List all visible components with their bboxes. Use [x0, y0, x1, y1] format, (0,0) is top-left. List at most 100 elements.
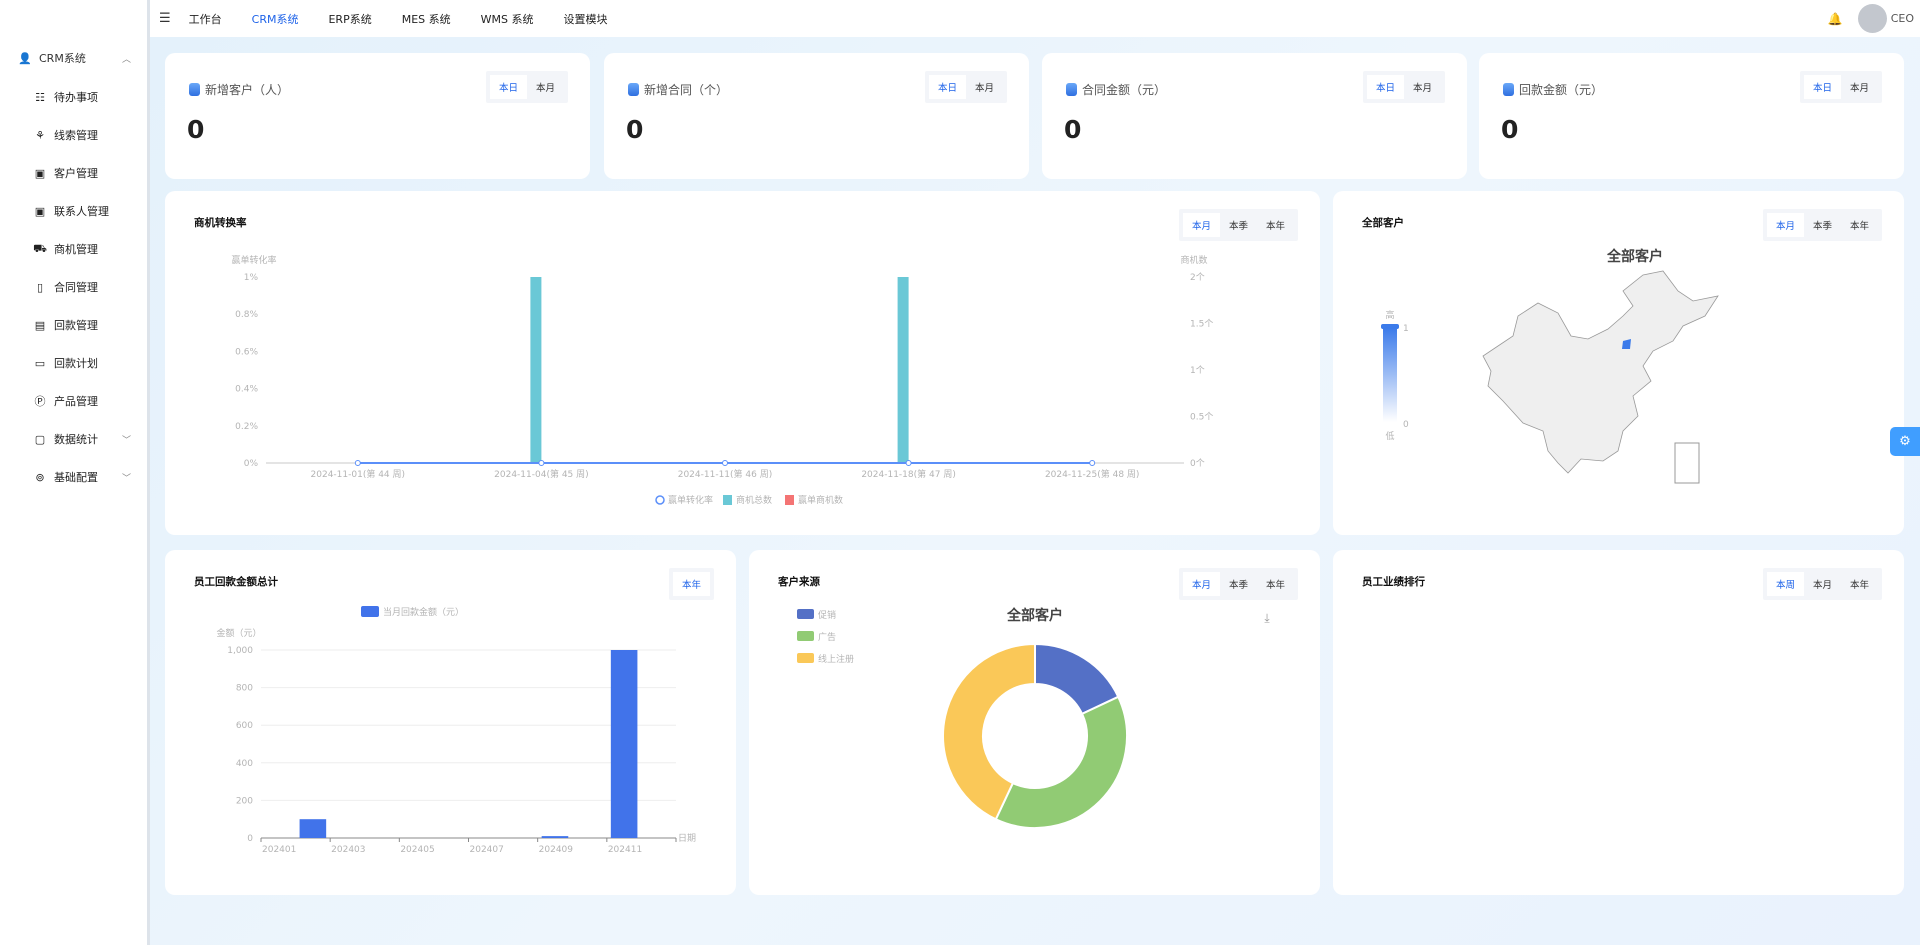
user-icon: 👤	[18, 51, 32, 65]
bell-icon[interactable]: 🔔	[1827, 11, 1843, 26]
period-tab[interactable]: 本日	[1803, 75, 1841, 99]
nav-tab[interactable]: MES 系统	[401, 12, 451, 26]
line-point[interactable]	[905, 460, 912, 466]
period-tab[interactable]: 本年	[1849, 580, 1869, 591]
axis-label: 800	[236, 684, 253, 694]
period-tab[interactable]: 本月	[1766, 213, 1804, 237]
bar-payment[interactable]	[610, 650, 638, 838]
nav-tab[interactable]: 设置模块	[563, 12, 608, 26]
line-point[interactable]	[354, 460, 361, 466]
download-icon[interactable]: ⤓	[1264, 611, 1270, 625]
period-tab[interactable]: 本季	[1812, 221, 1832, 232]
pie-slice[interactable]	[942, 642, 1036, 821]
axis-label: 2024-11-11(第 46 周)	[678, 468, 773, 480]
axis-label: 商机数	[1180, 254, 1207, 266]
axis-label: 日期	[678, 833, 696, 844]
period-tab[interactable]: 本月	[1812, 580, 1832, 591]
chart: 当月回款金额（元） 金额（元） 0 200 400 600 800 1,000 202401 20…	[216, 606, 696, 855]
pie-slice[interactable]	[994, 695, 1128, 829]
line-point[interactable]	[538, 460, 545, 466]
stat-card: 合同金额（元） 0 本日 本月	[1042, 53, 1467, 179]
line-point[interactable]	[722, 460, 728, 466]
x-tick-label: 202405	[400, 845, 434, 855]
period-tab[interactable]: 本月	[1182, 213, 1220, 237]
axis-label: 0.5个	[1190, 412, 1213, 423]
clue-icon: ⚘	[35, 128, 45, 142]
bar-opportunity-total[interactable]	[897, 277, 909, 463]
axis-label: 0个	[1190, 458, 1205, 469]
stat-icon	[189, 83, 200, 96]
sidebar-group-crm[interactable]: 👤 CRM系统 ︿	[0, 38, 147, 78]
period-tab[interactable]: 本季	[1228, 580, 1248, 591]
axis-label: 低	[1385, 430, 1394, 442]
x-tick-label: 202403	[331, 845, 365, 855]
period-tab[interactable]: 本月	[535, 83, 555, 94]
sidebar-item[interactable]: ⊚ 基础配置 ﹀	[0, 458, 147, 496]
axis-label: 赢单转化率	[231, 254, 276, 266]
period-tab[interactable]: 本月	[1849, 83, 1869, 94]
sidebar-item[interactable]: ▣ 联系人管理	[0, 192, 147, 230]
legend-label[interactable]: 赢单转化率	[668, 494, 713, 506]
visual-map-handle[interactable]	[1381, 324, 1399, 329]
user-name[interactable]: CEO	[1890, 12, 1914, 25]
legend-label[interactable]: 赢单商机数	[798, 494, 843, 506]
x-tick-label: 202407	[470, 845, 504, 855]
sidebar-item-label: 回款计划	[54, 357, 98, 370]
sidebar-item[interactable]: Ⓟ 产品管理	[0, 382, 147, 420]
sidebar-item[interactable]: ▤ 回款管理	[0, 306, 147, 344]
panel-title: 商机转换率	[194, 217, 247, 229]
menu-toggle-icon[interactable]: ☰	[159, 11, 171, 26]
china-map[interactable]	[1482, 270, 1719, 474]
x-tick-label: 202409	[539, 845, 574, 855]
line-point[interactable]	[1089, 460, 1096, 466]
sidebar-item[interactable]: ⛟ 商机管理	[0, 230, 147, 268]
period-tab[interactable]: 本月	[1412, 83, 1432, 94]
period-tab[interactable]: 本年	[1265, 221, 1285, 232]
sidebar-item[interactable]: ▢ 数据统计 ﹀	[0, 420, 147, 458]
period-tab[interactable]: 本日	[489, 75, 527, 99]
gear-icon: ⚙	[1899, 434, 1911, 449]
settings-gear-button[interactable]: ⚙	[1890, 427, 1920, 456]
legend-label[interactable]: 商机总数	[736, 494, 772, 506]
panel-title: 全部客户	[1362, 217, 1404, 229]
period-tab[interactable]: 本年	[672, 572, 710, 596]
legend-label[interactable]: 广告	[818, 631, 836, 643]
bar-payment[interactable]	[299, 819, 327, 838]
nav-tab[interactable]: 工作台	[188, 12, 222, 26]
visual-map-bar[interactable]	[1383, 328, 1397, 422]
bar-opportunity-total[interactable]	[530, 277, 542, 463]
sidebar-item-label: 商机管理	[54, 243, 98, 256]
period-tab[interactable]: 本年	[1849, 221, 1869, 232]
period-tab[interactable]: 本季	[1228, 221, 1248, 232]
legend-label[interactable]: 线上注册	[818, 653, 854, 665]
period-tab[interactable]: 本年	[1265, 580, 1285, 591]
nav-tab[interactable]: WMS 系统	[480, 12, 534, 26]
legend-marker	[785, 495, 794, 505]
period-tab[interactable]: 本日	[1366, 75, 1404, 99]
legend-label[interactable]: 当月回款金额（元）	[383, 606, 464, 618]
nav-tab[interactable]: ERP系统	[328, 12, 372, 26]
sidebar-item[interactable]: ▯ 合同管理	[0, 268, 147, 306]
axis-label: 0.8%	[235, 310, 258, 320]
conversion-panel: 商机转换率 本月 本季 本年 0% 0.2% 0.4% 0.6% 0.8% 1% 0个 0.5个 1个 1…	[165, 191, 1320, 535]
period-tab[interactable]: 本日	[928, 75, 966, 99]
sidebar-item[interactable]: ▭ 回款计划	[0, 344, 147, 382]
axis-label: 600	[236, 721, 253, 731]
bus-icon: ⛟	[33, 241, 47, 255]
axis-label: 400	[236, 759, 253, 769]
x-tick-label: 202401	[262, 845, 296, 855]
period-tab[interactable]: 本月	[1182, 572, 1220, 596]
region-beijing[interactable]	[1622, 339, 1631, 349]
contract-icon: ▯	[36, 280, 44, 294]
period-tab[interactable]: 本周	[1766, 572, 1804, 596]
sidebar-item[interactable]: ▣ 客户管理	[0, 154, 147, 192]
bar-payment[interactable]	[541, 836, 569, 838]
map-panel: 全部客户 本月 本季 本年 全部客户高低 1 0	[1333, 191, 1904, 535]
avatar[interactable]	[1857, 4, 1887, 33]
sidebar-item[interactable]: ⚘ 线索管理	[0, 116, 147, 154]
legend-label[interactable]: 促销	[818, 609, 836, 621]
period-tab[interactable]: 本月	[974, 83, 994, 94]
stats-icon: ▢	[34, 432, 46, 446]
nav-tab[interactable]: CRM系统	[251, 12, 299, 26]
sidebar-item[interactable]: ☷ 待办事项	[0, 78, 147, 116]
